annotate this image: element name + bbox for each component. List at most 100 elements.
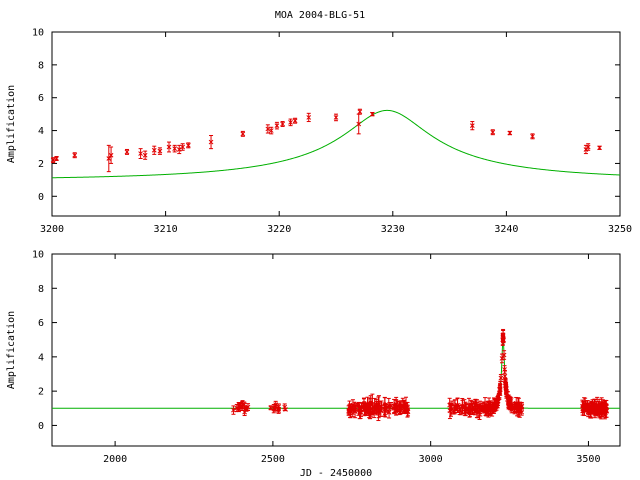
- data-point: [372, 407, 377, 415]
- data-point: [397, 403, 403, 412]
- x-tick-label: 2000: [103, 454, 127, 465]
- data-point: [487, 404, 493, 416]
- data-point: [599, 404, 605, 418]
- y-tick-label: 10: [32, 28, 44, 39]
- chart-title: MOA 2004-BLG-51: [275, 10, 365, 21]
- y-tick-label: 6: [38, 318, 44, 329]
- x-tick-label: 2500: [261, 454, 285, 465]
- data-point: [582, 397, 588, 412]
- data-point: [172, 144, 178, 153]
- data-point: [280, 121, 285, 127]
- data-point: [405, 401, 410, 414]
- data-point: [108, 146, 114, 164]
- data-point: [482, 397, 488, 412]
- data-point: [447, 402, 453, 420]
- data-point: [585, 400, 591, 413]
- data-point: [124, 148, 130, 155]
- data-point: [276, 403, 282, 410]
- y-tick-label: 4: [38, 126, 44, 137]
- data-point: [585, 143, 591, 151]
- data-point: [401, 399, 407, 413]
- data-point: [453, 405, 459, 411]
- plot-frame: [51, 31, 621, 217]
- data-point: [151, 145, 157, 155]
- x-tick-label: 3210: [154, 224, 178, 235]
- data-point: [382, 397, 388, 415]
- top-panel: 0 2 4 6 8 10 3200 3210 3220 3230 3240 3250 Amplifica…: [6, 28, 632, 236]
- data-point: [54, 156, 59, 161]
- data-point: [386, 402, 392, 411]
- y-tick-label: 0: [38, 192, 44, 203]
- data-point: [138, 148, 143, 159]
- data-point: [236, 407, 242, 413]
- data-point: [271, 404, 277, 414]
- data-point: [185, 142, 191, 149]
- data-point: [245, 403, 251, 411]
- data-point: [333, 113, 339, 122]
- data-point: [142, 150, 148, 160]
- x-axis-label: JD - 2450000: [300, 468, 372, 479]
- data-point: [459, 397, 465, 414]
- bottom-panel: 0 2 4 6 8 10 2000 2500 3000 3500 Amplification JD -…: [6, 250, 621, 479]
- data-point: [392, 404, 398, 410]
- model-curve: [52, 335, 620, 409]
- data-point: [274, 121, 280, 130]
- data-point: [208, 135, 214, 150]
- plot-frame: [51, 253, 621, 447]
- data-point: [506, 398, 512, 405]
- y-axis-label: Amplification: [6, 85, 17, 163]
- data-point: [497, 387, 502, 400]
- data-point: [240, 130, 246, 137]
- x-tick-label: 3250: [608, 224, 632, 235]
- data-point: [306, 112, 312, 123]
- data-point: [498, 374, 504, 383]
- y-tick-label: 0: [38, 421, 44, 432]
- data-point: [376, 401, 382, 416]
- data-point: [288, 118, 293, 127]
- x-tick-label: 3000: [419, 454, 443, 465]
- data-point: [501, 350, 507, 360]
- data-point: [239, 401, 245, 410]
- data-point: [50, 157, 56, 164]
- y-tick-label: 4: [38, 352, 44, 363]
- data-point: [369, 111, 375, 117]
- data-point: [474, 403, 480, 418]
- y-tick-label: 6: [38, 93, 44, 104]
- data-point: [268, 126, 274, 135]
- data-point: [356, 113, 362, 135]
- data-point: [588, 407, 594, 418]
- data-point: [490, 129, 496, 136]
- y-tick-label: 8: [38, 284, 44, 295]
- data-point: [292, 117, 298, 124]
- data-point: [602, 400, 608, 410]
- y-tick-label: 8: [38, 60, 44, 71]
- data-point: [367, 406, 372, 414]
- data-point: [507, 130, 513, 136]
- panels: 0 2 4 6 8 10 3200 3210 3220 3230 3240 3250 Amplifica…: [6, 28, 632, 480]
- data-point: [516, 406, 521, 413]
- data-point: [166, 141, 172, 153]
- x-tick-label: 3240: [494, 224, 518, 235]
- x-tick-label: 3500: [576, 454, 600, 465]
- data-point: [180, 143, 185, 151]
- data-point: [468, 399, 474, 411]
- data-point: [530, 133, 535, 140]
- data-point: [72, 152, 78, 159]
- data-point: [265, 124, 271, 134]
- data-point: [157, 147, 163, 155]
- data-point: [593, 409, 599, 416]
- data-point: [353, 405, 358, 413]
- data-point: [231, 405, 236, 415]
- data-point: [597, 145, 602, 151]
- data-point: [502, 378, 508, 388]
- data-point: [106, 144, 112, 173]
- x-tick-label: 3200: [40, 224, 64, 235]
- x-tick-label: 3230: [381, 224, 405, 235]
- data-point: [282, 403, 288, 411]
- y-tick-label: 2: [38, 387, 44, 398]
- data-point: [357, 108, 363, 115]
- data-point: [493, 403, 498, 411]
- data-point: [500, 333, 506, 341]
- model-curve: [52, 109, 620, 179]
- data-point: [469, 121, 475, 131]
